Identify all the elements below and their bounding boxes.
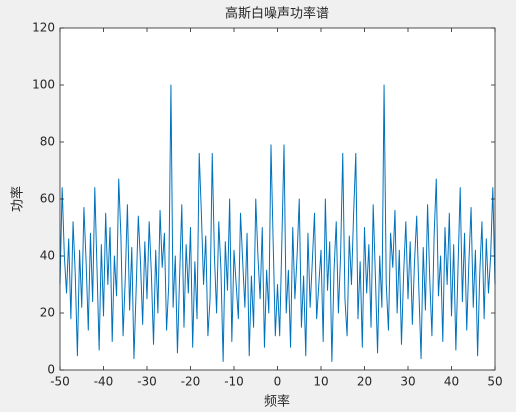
- y-axis-label: 功率: [10, 186, 26, 212]
- x-tick-label: -10: [224, 375, 244, 389]
- data-line: [59, 84, 496, 362]
- plot-area: [60, 28, 495, 370]
- x-tick-label: 30: [400, 375, 415, 389]
- x-tick-label: -40: [94, 375, 114, 389]
- x-tick-label: 40: [444, 375, 459, 389]
- y-tick-label: 20: [40, 306, 55, 320]
- chart-title: 高斯白噪声功率谱: [225, 6, 329, 22]
- x-tick-label: 0: [274, 375, 282, 389]
- x-tick-label: -20: [181, 375, 201, 389]
- y-tick-label: 0: [47, 363, 55, 377]
- x-axis-label: 频率: [264, 394, 290, 410]
- y-tick-label: 100: [32, 78, 55, 92]
- x-tick-label: 10: [313, 375, 328, 389]
- x-tick-label: -30: [137, 375, 157, 389]
- y-tick-label: 80: [40, 135, 55, 149]
- y-tick-label: 40: [40, 249, 55, 263]
- x-tick-label: 50: [487, 375, 502, 389]
- y-tick-label: 120: [32, 21, 55, 35]
- y-tick-label: 60: [40, 192, 55, 206]
- x-tick-label: 20: [357, 375, 372, 389]
- x-tick-label: -50: [50, 375, 70, 389]
